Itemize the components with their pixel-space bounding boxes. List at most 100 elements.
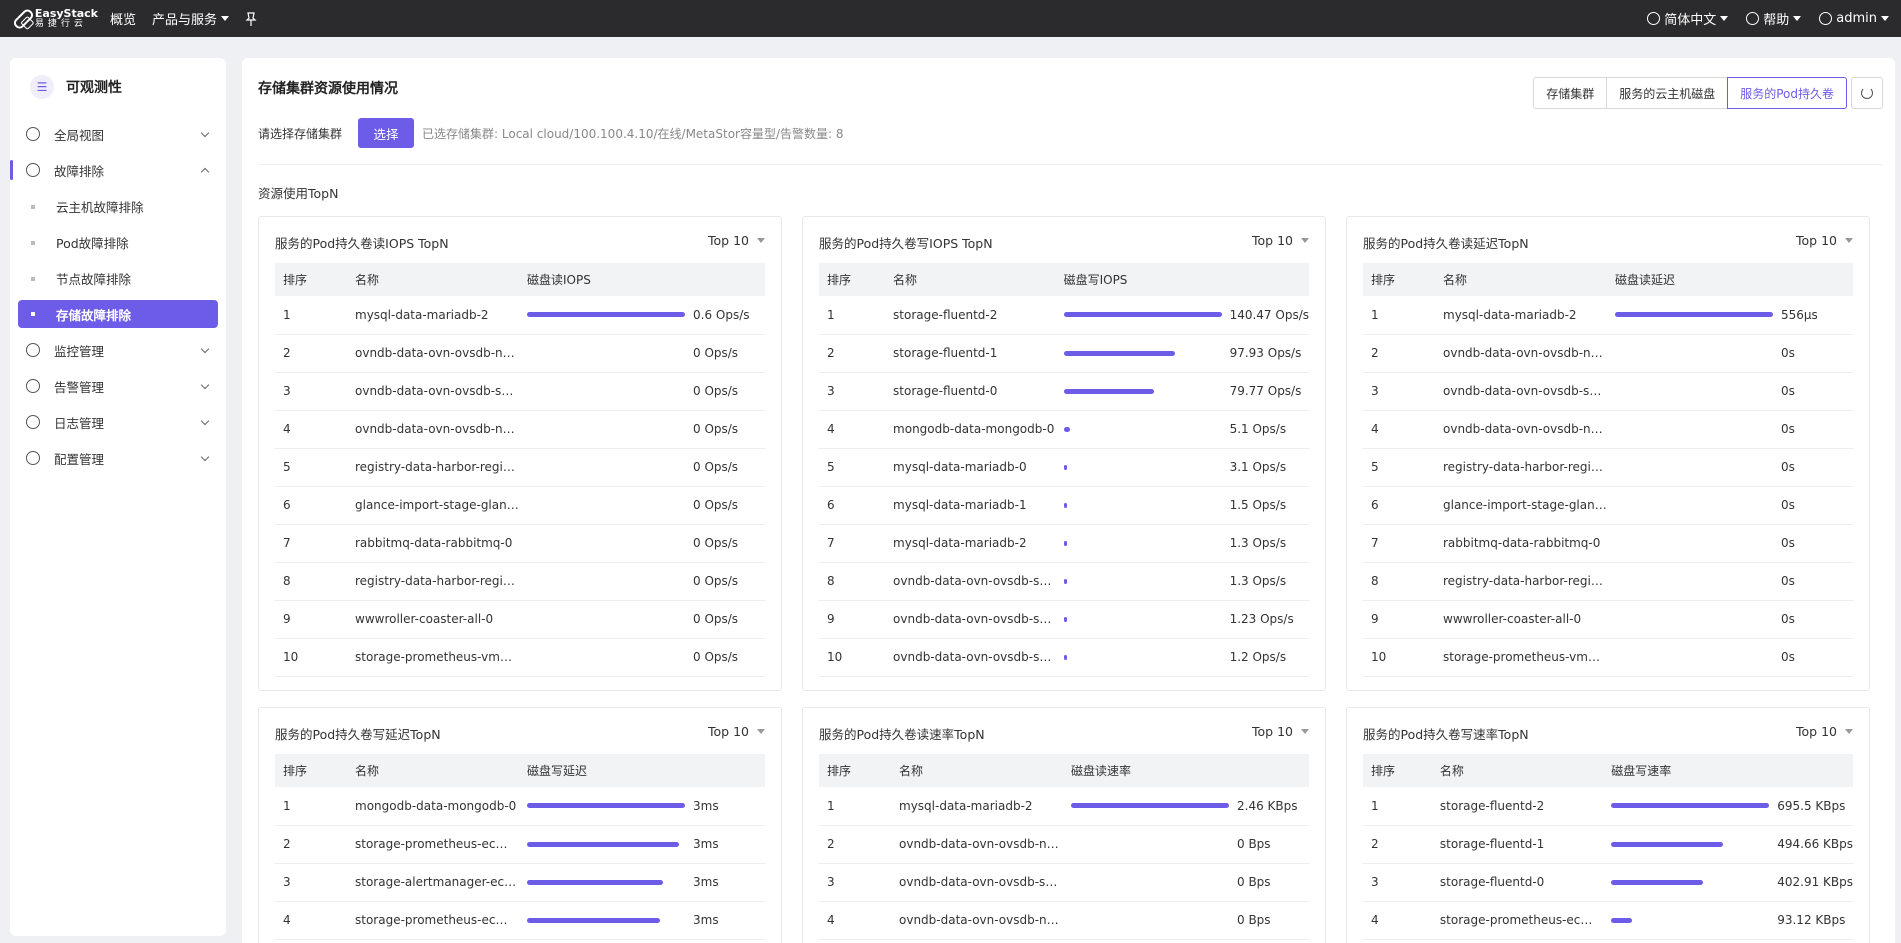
- table-row[interactable]: 9 wwwroller-coaster-all-0 0s: [1363, 600, 1853, 639]
- topn-selector[interactable]: Top 10: [1796, 233, 1853, 248]
- table-row[interactable]: 3 storage-fluentd-0 402.91 KBps: [1363, 863, 1853, 902]
- usage-bar: [1071, 842, 1229, 847]
- sidebar-item-config[interactable]: 配置管理: [10, 440, 226, 476]
- rank-cell: 1: [819, 296, 886, 335]
- table-row[interactable]: 2 storage-fluentd-1 494.66 KBps: [1363, 825, 1853, 864]
- table-row[interactable]: 6 mysql-data-mariadb-1 1.5 Ops/s: [819, 486, 1309, 525]
- table-row[interactable]: 6 glance-import-stage-glanc… 0s: [1363, 486, 1853, 525]
- table-row[interactable]: 4 ovndb-data-ovn-ovsdb-nb-1 0s: [1363, 410, 1853, 449]
- table-row[interactable]: 4 mongodb-data-mongodb-0 5.1 Ops/s: [819, 410, 1309, 449]
- table-row[interactable]: 5 registry-data-harbor-registr… 0s: [1363, 448, 1853, 487]
- tab-storage-cluster[interactable]: 存储集群: [1533, 77, 1608, 109]
- tab-vm-disk[interactable]: 服务的云主机磁盘: [1606, 77, 1729, 109]
- name-cell: wwwroller-coaster-all-0: [347, 600, 519, 639]
- value-cell: 0s: [1607, 486, 1853, 525]
- sidebar-item-global-view[interactable]: 全局视图: [10, 116, 226, 152]
- caret-down-icon: [1720, 16, 1729, 21]
- table-row[interactable]: 1 storage-fluentd-2 140.47 Ops/s: [819, 296, 1309, 335]
- table-row[interactable]: 8 ovndb-data-ovn-ovsdb-sb-0 1.3 Ops/s: [819, 562, 1309, 601]
- usage-bar-fill: [1063, 312, 1222, 318]
- sidebar-sub-vm-fault[interactable]: 云主机故障排除: [10, 188, 226, 224]
- table-header-row: 排序 名称 磁盘读IOPS: [275, 263, 765, 296]
- globe-icon: [1647, 12, 1661, 25]
- table-row[interactable]: 9 ovndb-data-ovn-ovsdb-sb-2 1.23 Ops/s: [819, 600, 1309, 639]
- topn-table: 排序 名称 磁盘读延迟 1 mysql-data-mariadb-2 556µs 2 ovnd…: [1363, 263, 1853, 677]
- table-row[interactable]: 1 mysql-data-mariadb-2 0.6 Ops/s: [275, 296, 765, 335]
- value-text: 93.12 KBps: [1777, 913, 1846, 927]
- table-row[interactable]: 4 ovndb-data-ovn-ovsdb-nb-1 0 Bps: [819, 901, 1309, 940]
- sidebar-sub-node-fault[interactable]: 节点故障排除: [10, 260, 226, 296]
- table-row[interactable]: 1 storage-fluentd-2 695.5 KBps: [1363, 787, 1853, 826]
- table-row[interactable]: 8 registry-data-harbor-registr… 0s: [1363, 562, 1853, 601]
- sidebar-item-monitor[interactable]: 监控管理: [10, 332, 226, 368]
- table-row[interactable]: 1 mysql-data-mariadb-2 2.46 KBps: [819, 787, 1309, 826]
- select-button[interactable]: 选择: [358, 118, 415, 148]
- topn-selector[interactable]: Top 10: [1252, 724, 1309, 739]
- table-row[interactable]: 5 mysql-data-mariadb-0 3.1 Ops/s: [819, 448, 1309, 487]
- rank-cell: 7: [1363, 524, 1435, 563]
- topn-selector[interactable]: Top 10: [708, 233, 765, 248]
- rank-cell: 1: [275, 787, 347, 826]
- tab-pod-volume[interactable]: 服务的Pod持久卷: [1727, 77, 1847, 109]
- table-row[interactable]: 4 ovndb-data-ovn-ovsdb-nb-1 0 Ops/s: [275, 410, 765, 449]
- usage-bar: [1063, 388, 1222, 394]
- rank-cell: 2: [819, 334, 886, 373]
- nav-products[interactable]: 产品与服务: [152, 9, 230, 28]
- value-cell: 97.93 Ops/s: [1055, 334, 1309, 373]
- usage-bar: [1063, 464, 1222, 470]
- sidebar-item-log[interactable]: 日志管理: [10, 404, 226, 440]
- table-row[interactable]: 2 storage-fluentd-1 97.93 Ops/s: [819, 334, 1309, 373]
- value-cell: 1.2 Ops/s: [1055, 638, 1309, 677]
- sidebar-item-alarm[interactable]: 告警管理: [10, 368, 226, 404]
- table-row[interactable]: 10 storage-prometheus-vmm-1 0s: [1363, 638, 1853, 677]
- rank-cell: 9: [275, 600, 347, 639]
- table-row[interactable]: 4 storage-prometheus-ecms-1 3ms: [275, 901, 765, 940]
- table-row[interactable]: 6 glance-import-stage-glanc… 0 Ops/s: [275, 486, 765, 525]
- table-row[interactable]: 7 rabbitmq-data-rabbitmq-0 0 Ops/s: [275, 524, 765, 563]
- table-row[interactable]: 3 storage-alertmanager-ecm… 3ms: [275, 863, 765, 902]
- col-name-header: 名称: [1435, 263, 1607, 296]
- table-row[interactable]: 7 rabbitmq-data-rabbitmq-0 0s: [1363, 524, 1853, 563]
- sidebar-item-label: 配置管理: [54, 451, 105, 467]
- table-row[interactable]: 3 ovndb-data-ovn-ovsdb-sb-1 0 Ops/s: [275, 372, 765, 411]
- refresh-button[interactable]: [1851, 77, 1883, 109]
- help-icon: [1746, 12, 1760, 25]
- topn-selector[interactable]: Top 10: [708, 724, 765, 739]
- rank-cell: 10: [275, 638, 347, 677]
- user-menu[interactable]: admin: [1819, 11, 1889, 26]
- table-row[interactable]: 9 wwwroller-coaster-all-0 0 Ops/s: [275, 600, 765, 639]
- pin-button[interactable]: [245, 11, 257, 26]
- value-cell: 1.3 Ops/s: [1055, 524, 1309, 563]
- table-row[interactable]: 1 mysql-data-mariadb-2 556µs: [1363, 296, 1853, 335]
- language-selector[interactable]: 简体中文: [1647, 9, 1729, 28]
- table-row[interactable]: 1 mongodb-data-mongodb-0 3ms: [275, 787, 765, 826]
- sidebar-sub-storage-fault[interactable]: 存储故障排除: [18, 300, 218, 328]
- sidebar-item-fault[interactable]: 故障排除: [10, 152, 226, 188]
- table-row[interactable]: 8 registry-data-harbor-registr… 0 Ops/s: [275, 562, 765, 601]
- table-row[interactable]: 2 ovndb-data-ovn-ovsdb-nb-2 0 Ops/s: [275, 334, 765, 373]
- sidebar-sub-pod-fault[interactable]: Pod故障排除: [10, 224, 226, 260]
- logo[interactable]: EasyStack 易捷行云: [11, 6, 98, 31]
- nav-overview[interactable]: 概览: [110, 9, 136, 28]
- table-row[interactable]: 2 ovndb-data-ovn-ovsdb-nb-2 0 Bps: [819, 825, 1309, 864]
- table-row[interactable]: 3 ovndb-data-ovn-ovsdb-sb-1 0 Bps: [819, 863, 1309, 902]
- help-menu[interactable]: 帮助: [1746, 9, 1802, 28]
- value-cell: 0 Ops/s: [519, 448, 765, 487]
- table-row[interactable]: 7 mysql-data-mariadb-2 1.3 Ops/s: [819, 524, 1309, 563]
- table-row[interactable]: 10 storage-prometheus-vmm-1 0 Ops/s: [275, 638, 765, 677]
- rank-cell: 3: [1363, 372, 1435, 411]
- topn-selector[interactable]: Top 10: [1252, 233, 1309, 248]
- table-row[interactable]: 10 ovndb-data-ovn-ovsdb-sb-1 1.2 Ops/s: [819, 638, 1309, 677]
- table-row[interactable]: 2 ovndb-data-ovn-ovsdb-nb-2 0s: [1363, 334, 1853, 373]
- table-row[interactable]: 4 storage-prometheus-ecms-0 93.12 KBps: [1363, 901, 1853, 940]
- sidebar: ☰ 可观测性 全局视图 故障排除 云主机故障排除 Pod故障排除 节点故障排除 …: [10, 58, 226, 936]
- value-text: 5.1 Ops/s: [1229, 422, 1287, 436]
- table-row[interactable]: 5 registry-data-harbor-registr… 0 Ops/s: [275, 448, 765, 487]
- table-row[interactable]: 3 ovndb-data-ovn-ovsdb-sb-1 0s: [1363, 372, 1853, 411]
- table-row[interactable]: 3 storage-fluentd-0 79.77 Ops/s: [819, 372, 1309, 411]
- topn-selector[interactable]: Top 10: [1796, 724, 1853, 739]
- chevron-down-icon: [200, 452, 210, 462]
- value-cell: 0 Bps: [1063, 825, 1309, 864]
- table-row[interactable]: 2 storage-prometheus-ecms-0 3ms: [275, 825, 765, 864]
- usage-bar: [1063, 654, 1222, 660]
